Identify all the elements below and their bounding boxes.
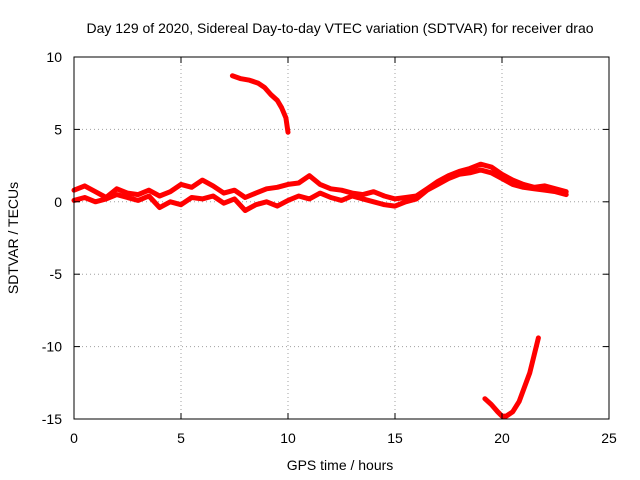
y-tick-label: 10 [46,49,62,65]
x-tick-label: 25 [601,430,617,446]
y-tick-label: -5 [50,266,63,282]
y-tick-label: -10 [42,339,62,355]
series-track-c [229,73,291,135]
y-tick-label: -15 [42,411,62,427]
x-tick-label: 0 [70,430,78,446]
x-tick-label: 10 [280,430,296,446]
y-axis-label: SDTVAR / TECUs [5,182,21,294]
x-tick-label: 20 [494,430,510,446]
data-series-layer [71,73,569,419]
x-axis-label: GPS time / hours [287,457,394,473]
x-tick-label: 15 [387,430,403,446]
x-tick-label: 5 [177,430,185,446]
series-track-b [71,167,569,213]
chart-title: Day 129 of 2020, Sidereal Day-to-day VTE… [86,20,593,36]
plot-frame [73,56,610,420]
y-tick-label: 5 [54,121,62,137]
series-track-d [482,335,541,419]
axis-ticks: 0 5 10 15 20 25 -15 -10 -5 0 5 10 [42,49,617,446]
y-tick-label: 0 [54,194,62,210]
series-track-a [71,161,569,202]
